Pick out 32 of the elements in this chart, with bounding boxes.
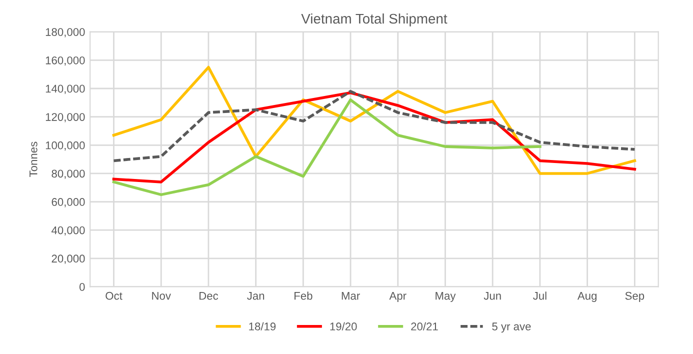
x-tick-label: Nov [152, 292, 171, 300]
chart-title: Vietnam Total Shipment [301, 13, 448, 26]
x-tick-label: Oct [106, 292, 122, 300]
line-series [112, 90, 636, 162]
x-tick-label: Jan [247, 292, 264, 300]
legend-label: 19/20 [330, 322, 357, 330]
x-tick-label: Jun [484, 292, 501, 300]
y-tick-label: 120,000 [46, 113, 85, 122]
y-tick-label: 160,000 [46, 56, 85, 66]
y-tick-label: 60,000 [52, 198, 85, 208]
y-tick-label: 180,000 [46, 28, 85, 38]
legend-label: 5 yr ave [492, 322, 531, 333]
legend-label: 18/19 [249, 322, 276, 330]
x-tick-label: May [436, 292, 456, 302]
y-tick-label: 0 [79, 283, 85, 291]
x-tick-label: Dec [200, 292, 218, 300]
line-series [112, 91, 636, 184]
x-tick-label: Aug [577, 292, 596, 302]
y-tick-label: 100,000 [46, 141, 85, 151]
y-tick-label: 80,000 [52, 170, 85, 179]
x-tick-label: Mar [342, 292, 360, 300]
y-axis-title: Tonnes [30, 142, 38, 177]
y-tick-label: 140,000 [46, 84, 85, 94]
x-tick-label: Feb [294, 292, 312, 300]
line-series [112, 98, 542, 196]
y-tick-label: 20,000 [52, 254, 85, 264]
x-tick-label: Jul [533, 292, 546, 300]
x-tick-label: Apr [389, 292, 406, 302]
legend-label: 20/21 [411, 322, 438, 330]
x-tick-label: Sep [625, 292, 644, 302]
y-tick-label: 40,000 [52, 226, 85, 236]
line-series [112, 66, 636, 175]
